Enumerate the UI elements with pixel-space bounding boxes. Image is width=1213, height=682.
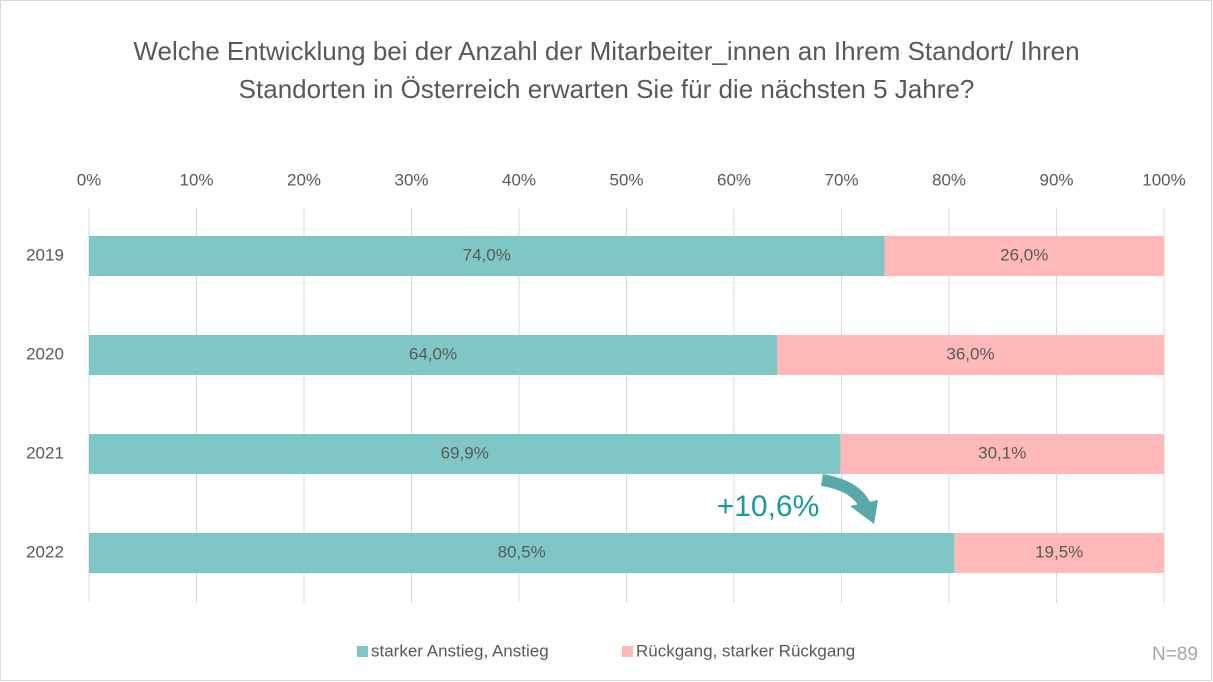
legend-label: Rückgang, starker Rückgang	[636, 641, 855, 660]
bar-segment	[840, 434, 1164, 474]
legend-swatch	[622, 646, 633, 657]
bar-segment	[884, 236, 1164, 276]
data-label: 19,5%	[1035, 542, 1083, 561]
x-tick-label: 60%	[717, 170, 751, 189]
data-label: 74,0%	[463, 245, 511, 264]
data-label: 80,5%	[498, 542, 546, 561]
x-tick-label: 50%	[609, 170, 643, 189]
data-label: 36,0%	[946, 344, 994, 363]
x-tick-label: 0%	[77, 170, 102, 189]
bar-segment	[89, 434, 841, 474]
legend-swatch	[357, 646, 368, 657]
bar-segment	[777, 335, 1164, 375]
data-label: 69,9%	[441, 443, 489, 462]
chart-title: Welche Entwicklung bei der Anzahl der Mi…	[133, 36, 1080, 104]
x-tick-label: 70%	[824, 170, 858, 189]
x-tick-label: 20%	[287, 170, 321, 189]
legend-label: starker Anstieg, Anstieg	[371, 641, 549, 660]
bar-segment	[89, 236, 885, 276]
x-tick-label: 90%	[1039, 170, 1073, 189]
y-tick-label: 2019	[26, 245, 64, 264]
bar-segment	[954, 533, 1164, 573]
x-tick-label: 30%	[394, 170, 428, 189]
x-tick-label: 100%	[1142, 170, 1185, 189]
y-tick-label: 2021	[26, 443, 64, 462]
data-label: 30,1%	[978, 443, 1026, 462]
annotation: +10,6%	[717, 490, 820, 523]
sample-size: N=89	[1152, 644, 1198, 665]
y-tick-label: 2020	[26, 344, 64, 363]
x-tick-label: 10%	[179, 170, 213, 189]
data-label: 26,0%	[1000, 245, 1048, 264]
x-tick-label: 40%	[502, 170, 536, 189]
arrow-head	[850, 500, 878, 524]
bar-segment	[89, 335, 777, 375]
data-label: 64,0%	[409, 344, 457, 363]
y-tick-label: 2022	[26, 542, 64, 561]
x-tick-label: 80%	[932, 170, 966, 189]
bar-segment	[89, 533, 955, 573]
